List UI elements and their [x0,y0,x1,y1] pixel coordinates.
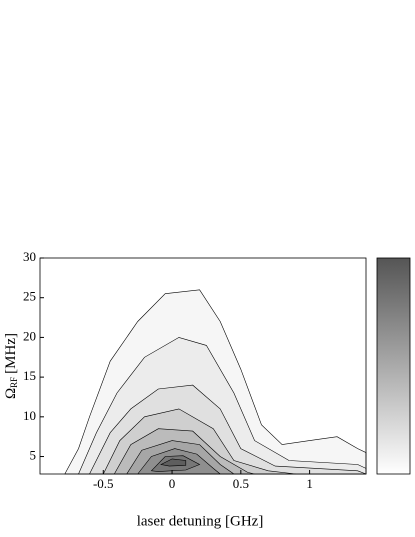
y-tick-label: 10 [23,408,36,423]
contour [160,458,187,467]
y-tick-label: 30 [23,249,36,264]
y-tick-label: 25 [23,289,36,304]
x-tick-label: 0.5 [233,476,249,491]
y-axis-label: ΩRF[MHz] [3,333,19,399]
x-tick-label: 1 [306,476,313,491]
y-tick-label: 20 [23,328,36,343]
x-axis-label: laser detuning [GHz] [137,513,264,529]
y-tick-label: 15 [23,368,36,383]
y-tick-label: 5 [30,448,37,463]
plot-frame [39,257,367,475]
x-tick-label: -0.5 [93,476,114,491]
colorbar [376,257,411,475]
x-tick-label: 0 [169,476,176,491]
